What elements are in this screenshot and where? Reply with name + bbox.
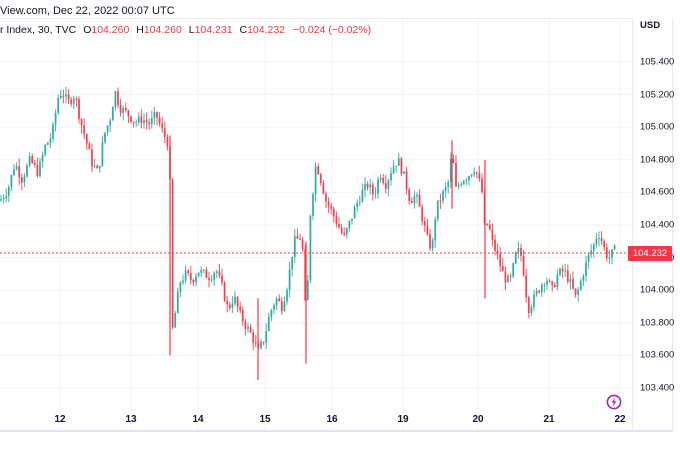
lightning-bolt-circle-icon[interactable] [606, 394, 622, 410]
chart-source-line: View.com, Dec 22, 2022 00:07 UTC [0, 5, 175, 17]
open-value: 104.260 [91, 24, 130, 36]
close-value: 104.232 [247, 24, 286, 36]
price-tick-label: 105.200 [640, 89, 675, 101]
time-tick-label: 22 [614, 414, 626, 425]
price-tick-label: 103.600 [640, 349, 675, 361]
time-tick-label: 13 [125, 414, 137, 425]
time-tick-label: 19 [397, 414, 409, 425]
time-tick-label: 21 [543, 414, 555, 425]
price-tick-label: 103.800 [640, 317, 675, 329]
close-label: C [239, 24, 248, 36]
high-label: H [136, 24, 144, 36]
low-label: L [188, 24, 195, 36]
low-value: 104.231 [194, 24, 233, 36]
currency-label: USD [640, 20, 661, 31]
open-label: O [83, 24, 92, 36]
change-value: −0.024 (−0.02%) [292, 24, 372, 36]
time-tick-label: 20 [472, 414, 484, 425]
symbol-name: r Index, 30, TVC [0, 24, 77, 36]
time-tick-label: 16 [326, 414, 338, 425]
time-tick-label: 15 [259, 414, 271, 425]
symbol-legend: r Index, 30, TVC O104.260 H104.260 L104.… [0, 24, 371, 36]
time-tick-label: 14 [192, 414, 204, 425]
price-tick-label: 105.400 [640, 56, 675, 68]
time-tick-label: 12 [54, 414, 66, 425]
price-tick-label: 104.600 [640, 186, 675, 198]
price-tick-label: 103.400 [640, 382, 675, 394]
price-tick-label: 105.000 [640, 121, 675, 133]
price-tick-label: 104.400 [640, 219, 675, 231]
price-tick-label: 104.800 [640, 154, 675, 166]
price-axis-divider [632, 18, 633, 430]
right-border [672, 18, 673, 430]
bottom-border [0, 430, 673, 432]
price-tick-label: 104.000 [640, 284, 675, 296]
last-price-badge: 104.232 [628, 246, 672, 261]
top-border [0, 18, 632, 19]
high-value: 104.260 [143, 24, 182, 36]
